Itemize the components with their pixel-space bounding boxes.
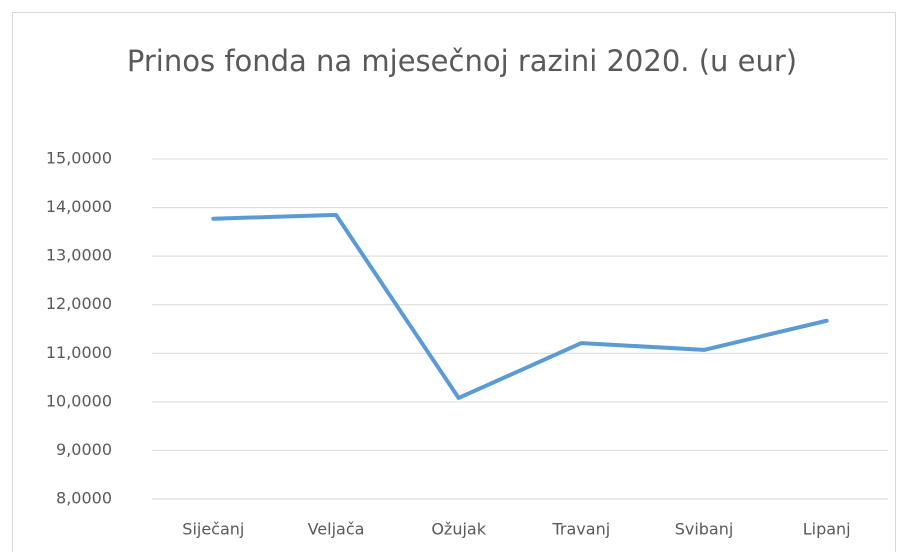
- y-tick-label: 11,0000: [46, 343, 112, 362]
- x-tick-label: Veljača: [308, 520, 365, 539]
- x-tick-label: Ožujak: [431, 520, 486, 539]
- chart-frame: [12, 12, 896, 552]
- x-tick-label: Siječanj: [182, 520, 244, 539]
- y-tick-label: 12,0000: [46, 294, 112, 313]
- line: [211, 212, 829, 400]
- y-tick-label: 14,0000: [46, 197, 112, 216]
- x-tick-label: Lipanj: [803, 520, 851, 539]
- y-tick-label: 9,0000: [56, 440, 112, 459]
- y-tick-label: 13,0000: [46, 246, 112, 265]
- y-tick-label: 15,0000: [46, 149, 112, 168]
- x-tick-label: Travanj: [551, 520, 610, 539]
- x-tick-label: Svibanj: [675, 520, 734, 539]
- y-tick-label: 8,0000: [56, 489, 112, 508]
- chart-title: Prinos fonda na mjesečnoj razini 2020. (…: [127, 44, 797, 78]
- y-tick-label: 10,0000: [46, 391, 112, 410]
